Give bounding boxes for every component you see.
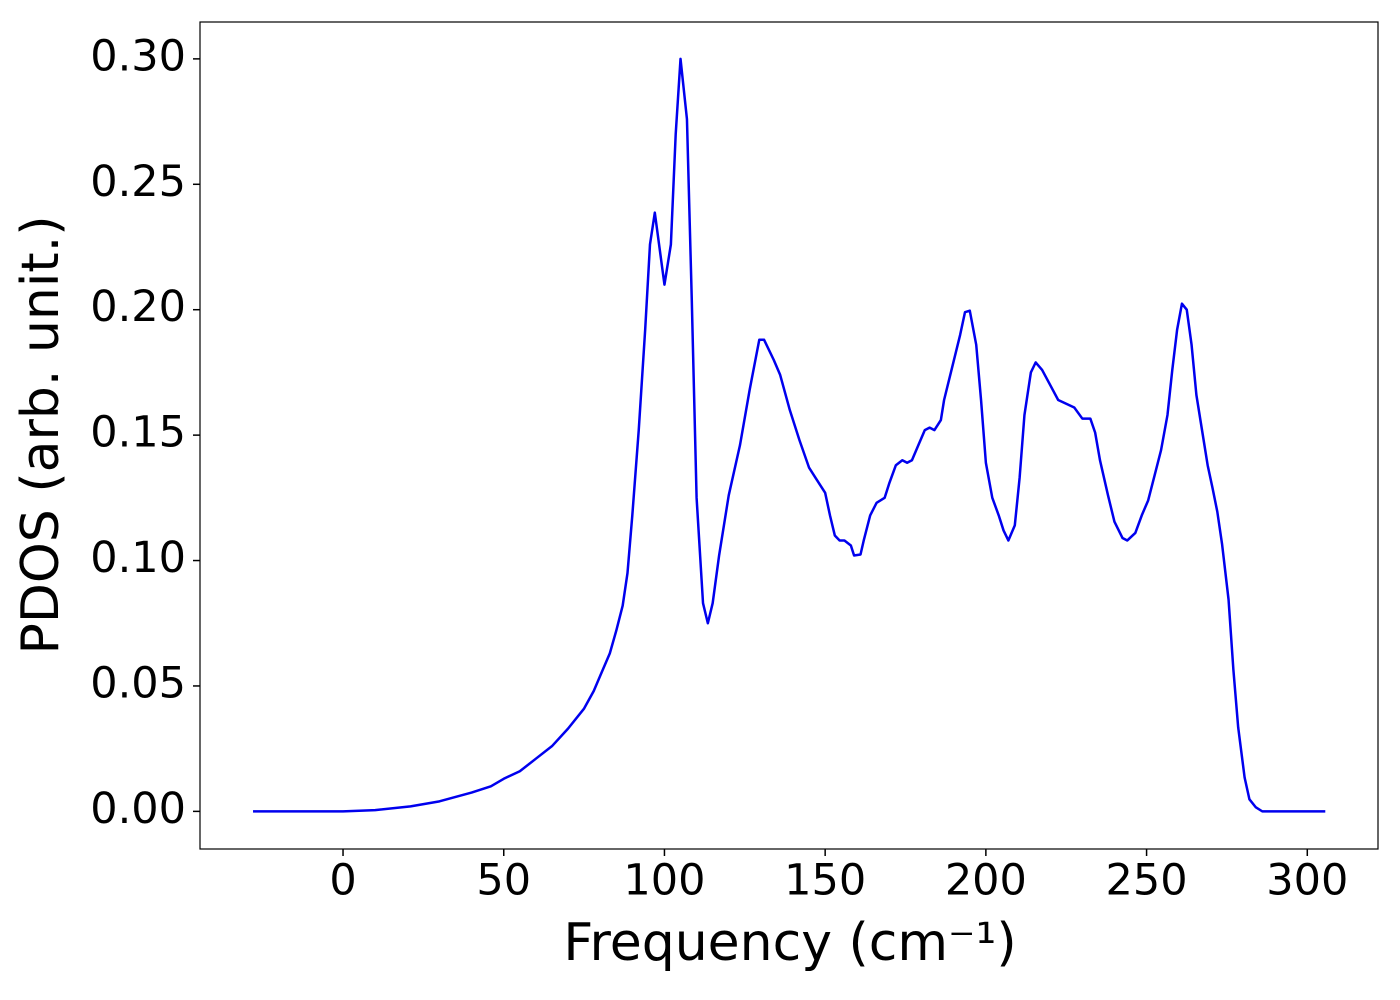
y-tick-label: 0.10 bbox=[90, 533, 186, 583]
y-axis-label: PDOS (arb. unit.) bbox=[11, 215, 71, 654]
y-tick-label: 0.25 bbox=[90, 157, 186, 207]
y-tick-label: 0.20 bbox=[90, 282, 186, 332]
y-tick-label: 0.15 bbox=[90, 408, 186, 458]
x-tick-label: 300 bbox=[1266, 856, 1348, 906]
y-tick-label: 0.05 bbox=[90, 658, 186, 708]
x-tick-label: 100 bbox=[623, 856, 705, 906]
pdos-line bbox=[253, 57, 1326, 813]
y-tick-label: 0.00 bbox=[90, 784, 186, 834]
x-tick-label: 50 bbox=[476, 856, 531, 906]
x-axis-label: Frequency (cm⁻¹) bbox=[563, 913, 1016, 973]
x-tick-label: 250 bbox=[1106, 856, 1188, 906]
x-tick-label: 0 bbox=[329, 856, 356, 906]
x-tick-label: 200 bbox=[945, 856, 1027, 906]
y-tick-label: 0.30 bbox=[90, 31, 186, 81]
plot-frame bbox=[199, 21, 1379, 850]
x-tick-label: 150 bbox=[784, 856, 866, 906]
